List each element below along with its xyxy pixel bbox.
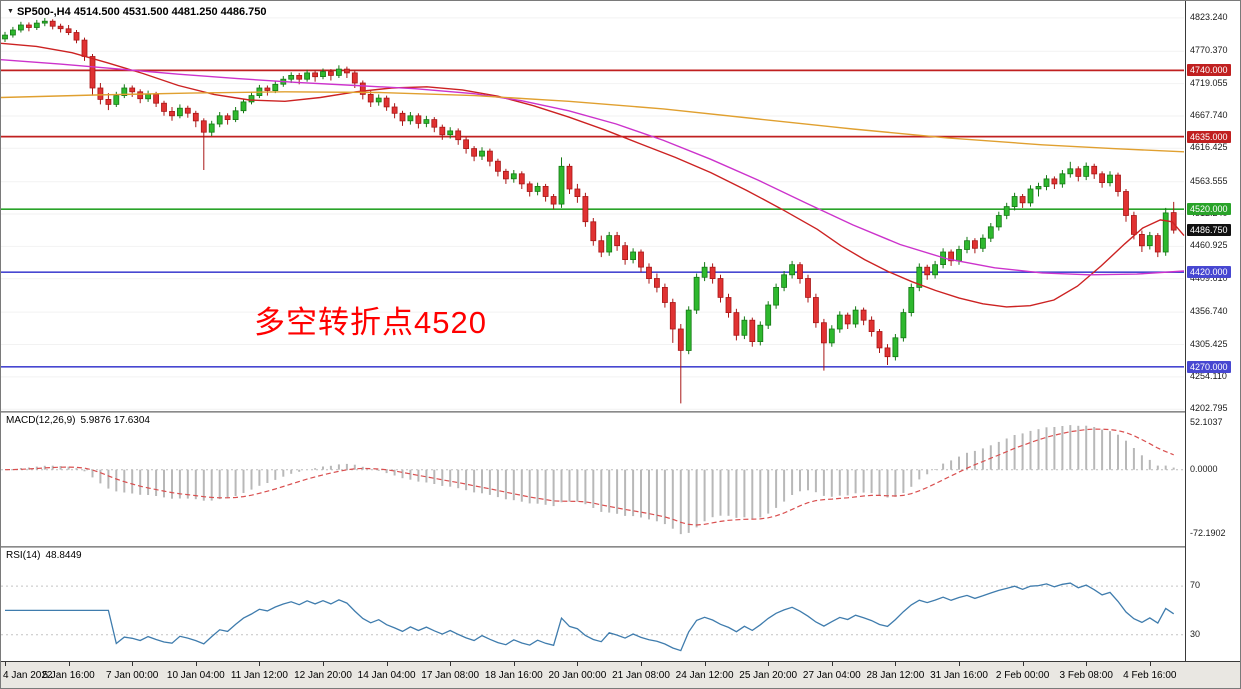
time-tick [768, 662, 770, 666]
main-chart-canvas[interactable] [1, 1, 1185, 411]
time-tick [513, 662, 515, 666]
rsi-canvas[interactable] [1, 548, 1185, 661]
price-axis-label: 4667.740 [1190, 109, 1228, 120]
price-axis-label: 4719.055 [1190, 77, 1228, 88]
macd-indicator-values: 5.9876 17.6304 [80, 415, 150, 426]
price-level-badge: 4635.000 [1187, 130, 1231, 143]
price-level-badge: 4520.000 [1187, 203, 1231, 216]
time-axis-label: 28 Jan 12:00 [866, 670, 925, 681]
expand-arrow-icon: ▼ [7, 8, 14, 15]
price-axis-label: 4305.425 [1190, 338, 1228, 349]
time-axis-label: 5 Jan 16:00 [42, 670, 95, 681]
time-tick [895, 662, 897, 666]
time-tick [1086, 662, 1088, 666]
macd-axis-label: 52.1037 [1190, 417, 1223, 428]
rsi-panel: RSI(14) 48.8449 [1, 548, 1185, 661]
panel-separator[interactable] [1, 546, 1240, 548]
time-tick [959, 662, 960, 666]
time-tick [132, 662, 134, 666]
time-axis-label: 3 Feb 08:00 [1059, 670, 1113, 681]
price-level-badge: 4270.000 [1187, 360, 1231, 373]
chart-symbol-timeframe: SP500-,H4 [16, 6, 71, 18]
macd-label: MACD(12,26,9) 5.9876 17.6304 [6, 415, 150, 426]
time-axis-label: 11 Jan 12:00 [230, 670, 288, 681]
price-level-badge: 4740.000 [1187, 64, 1231, 77]
time-tick [704, 662, 706, 666]
time-axis-label: 21 Jan 08:00 [612, 670, 670, 681]
panel-separator[interactable] [1, 411, 1240, 413]
rsi-axis-label: 70 [1190, 580, 1201, 591]
time-tick [386, 662, 388, 666]
time-tick [323, 662, 324, 666]
time-tick [641, 662, 642, 666]
time-axis-label: 20 Jan 00:00 [548, 670, 607, 681]
time-axis-label: 4 Jan 2022 [3, 670, 53, 681]
price-axis-label: 4823.240 [1190, 11, 1228, 22]
time-tick [831, 662, 833, 666]
price-axis-label: 4356.740 [1190, 306, 1228, 317]
time-axis-label: 24 Jan 12:00 [675, 670, 734, 681]
time-axis-label: 7 Jan 00:00 [106, 670, 159, 681]
chart-ohlc-values: 4514.500 4531.500 4481.250 4486.750 [73, 6, 267, 18]
price-axis-label: 4770.370 [1190, 45, 1228, 56]
macd-axis-label: -72.1902 [1190, 528, 1226, 539]
main-chart-panel: ▼ SP500-,H4 4514.500 4531.500 4481.250 44… [1, 1, 1185, 411]
time-axis-label: 27 Jan 04:00 [802, 670, 861, 681]
time-axis-label: 2 Feb 00:00 [995, 670, 1050, 681]
time-axis-label: 31 Jan 16:00 [930, 670, 988, 681]
time-axis-label: 17 Jan 08:00 [421, 670, 480, 681]
price-axis-label: 4254.110 [1190, 370, 1227, 381]
rsi-axis-label: 30 [1190, 628, 1201, 639]
time-tick [450, 662, 452, 666]
current-price-badge: 4486.750 [1187, 224, 1231, 237]
time-tick [68, 662, 70, 666]
time-tick [1022, 662, 1024, 666]
time-axis[interactable]: 4 Jan 2022 5 Jan 16:00 7 Jan 00:00 10 Jan 0… [1, 661, 1240, 688]
time-axis-label: 10 Jan 04:00 [166, 670, 225, 681]
time-tick [195, 662, 197, 666]
time-axis-label: 12 Jan 20:00 [294, 670, 352, 681]
rsi-indicator-value: 48.8449 [45, 550, 82, 561]
macd-indicator-name: MACD(12,26,9) [6, 415, 76, 426]
chart-annotation-text[interactable]: 多空转折点4520 [254, 305, 487, 340]
time-axis-label: 18 Jan 16:00 [484, 670, 543, 681]
rsi-indicator-name: RSI(14) [6, 550, 41, 561]
price-axis-label: 4563.555 [1190, 175, 1228, 186]
time-tick [5, 662, 6, 666]
time-tick [577, 662, 579, 666]
price-axis-label: 4202.795 [1190, 403, 1228, 414]
time-axis-label: 25 Jan 20:00 [739, 670, 798, 681]
price-axis-label: 4460.925 [1190, 240, 1228, 251]
price-axis[interactable]: 4823.240 4770.370 4719.055 4667.740 4616.425… [1185, 1, 1240, 661]
macd-axis-label: 0.0000 [1190, 463, 1218, 474]
macd-canvas[interactable] [1, 413, 1185, 546]
time-axis-label: 4 Feb 16:00 [1123, 670, 1177, 681]
price-axis-label: 4616.425 [1190, 142, 1228, 153]
chart-title: ▼ SP500-,H4 4514.500 4531.500 4481.250 44… [7, 6, 267, 18]
time-axis-label: 14 Jan 04:00 [357, 670, 416, 681]
time-tick [259, 662, 261, 666]
time-tick [1149, 662, 1151, 666]
macd-panel: MACD(12,26,9) 5.9876 17.6304 [1, 413, 1185, 546]
price-level-badge: 4420.000 [1187, 266, 1231, 279]
rsi-label: RSI(14) 48.8449 [6, 550, 82, 561]
